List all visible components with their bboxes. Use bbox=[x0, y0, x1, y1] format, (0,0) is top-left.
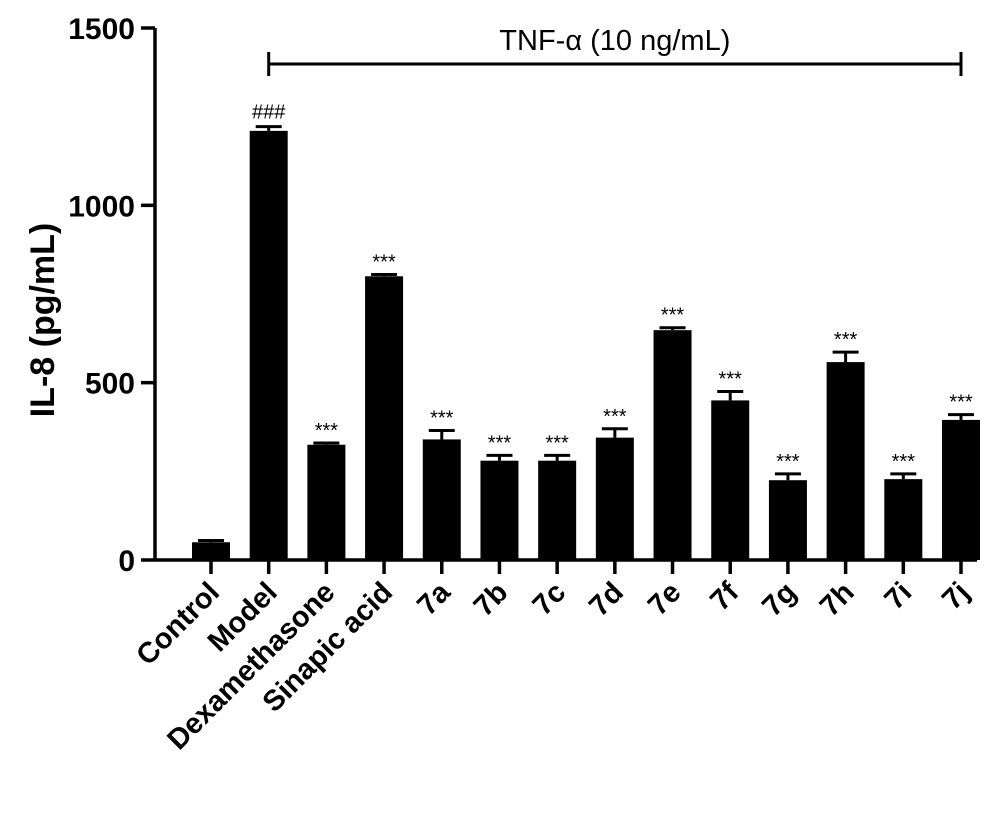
significance-stars: *** bbox=[892, 451, 916, 473]
y-tick-label: 0 bbox=[118, 545, 135, 578]
bar-7d bbox=[595, 437, 634, 560]
x-tick-label: 7i bbox=[879, 576, 919, 616]
x-tick-label: 7j bbox=[936, 576, 976, 616]
significance-stars: *** bbox=[315, 420, 339, 442]
bar-model bbox=[249, 130, 288, 560]
bar-control bbox=[192, 542, 230, 560]
bar-7j bbox=[942, 419, 980, 560]
x-tick-label: 7e bbox=[642, 576, 687, 621]
bar-7g bbox=[768, 480, 807, 560]
significance-stars: *** bbox=[603, 406, 627, 428]
x-tick-label: 7h bbox=[814, 576, 861, 623]
x-tick-label: 7a bbox=[411, 576, 457, 622]
significance-stars: *** bbox=[719, 369, 743, 391]
bar-7b bbox=[480, 460, 519, 560]
x-tick-label: 7b bbox=[468, 576, 515, 623]
treatment-bracket: TNF-α (10 ng/mL) bbox=[267, 25, 963, 76]
bar-sinapic-acid bbox=[365, 276, 404, 560]
bar-7f bbox=[711, 400, 750, 560]
bar-7a bbox=[422, 439, 461, 560]
significance-stars: *** bbox=[776, 451, 800, 473]
bracket-label: TNF-α (10 ng/mL) bbox=[499, 25, 730, 57]
y-tick-label: 1000 bbox=[68, 190, 135, 223]
y-tick-label: 1500 bbox=[68, 13, 135, 46]
significance-stars: *** bbox=[661, 305, 685, 327]
x-tick-label: 7d bbox=[583, 576, 630, 623]
bar-7e bbox=[653, 330, 692, 560]
bars-group: ### *** *** *** *** *** *** *** *** *** *** *** *** bbox=[192, 102, 980, 560]
x-tick-label: Control bbox=[130, 576, 226, 672]
significance-stars: *** bbox=[834, 329, 858, 351]
bar-7c bbox=[538, 460, 577, 560]
x-axis bbox=[155, 558, 977, 574]
significance-stars: *** bbox=[949, 392, 973, 414]
bar-7i bbox=[884, 479, 923, 560]
y-tick-label: 500 bbox=[85, 368, 135, 401]
y-axis: 0 500 1000 1500 bbox=[68, 13, 157, 578]
significance-stars: *** bbox=[372, 251, 396, 273]
significance-hash: ### bbox=[252, 102, 286, 124]
bar-dexamethasone bbox=[307, 444, 346, 560]
y-axis-label: IL-8 (pg/mL) bbox=[24, 223, 62, 418]
bar-7h bbox=[826, 362, 865, 560]
significance-stars: *** bbox=[488, 432, 512, 454]
significance-stars: *** bbox=[545, 432, 569, 454]
x-tick-label: 7f bbox=[704, 576, 745, 617]
x-tick-label: 7g bbox=[756, 576, 803, 623]
significance-stars: *** bbox=[430, 408, 454, 430]
x-tick-label: 7c bbox=[527, 576, 572, 621]
